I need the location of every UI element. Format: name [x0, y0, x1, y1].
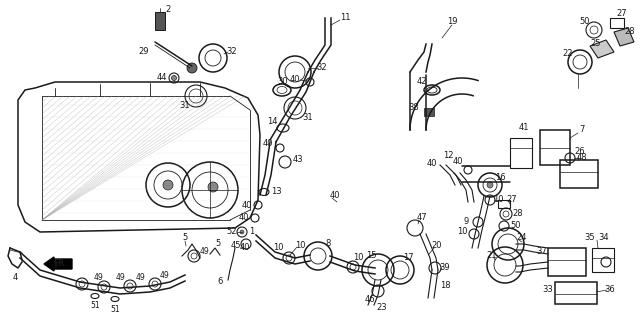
Text: 5: 5: [182, 233, 188, 242]
Circle shape: [187, 63, 197, 73]
Text: 49: 49: [93, 274, 103, 282]
FancyArrow shape: [44, 257, 72, 271]
Text: 24: 24: [516, 233, 527, 242]
Polygon shape: [614, 28, 634, 46]
Bar: [155, 12, 165, 30]
Text: 40: 40: [239, 213, 249, 222]
Circle shape: [487, 182, 493, 188]
Text: 27: 27: [617, 9, 627, 18]
Text: 32: 32: [317, 64, 327, 72]
Text: 48: 48: [577, 154, 588, 163]
Bar: [560, 160, 598, 188]
Text: 26: 26: [575, 148, 586, 157]
Bar: [540, 130, 570, 165]
Text: 27: 27: [507, 196, 517, 204]
Text: 36: 36: [605, 285, 616, 295]
Text: 45: 45: [231, 241, 241, 251]
Text: 15: 15: [365, 251, 376, 260]
Circle shape: [163, 180, 173, 190]
Text: 31: 31: [303, 114, 314, 123]
Text: 40: 40: [242, 201, 252, 209]
Text: 40: 40: [290, 76, 300, 85]
Text: 50: 50: [511, 222, 521, 231]
Text: 40: 40: [263, 139, 273, 149]
Text: 12: 12: [443, 150, 453, 159]
Text: 38: 38: [408, 104, 419, 113]
Circle shape: [240, 230, 244, 234]
Text: 42: 42: [417, 77, 428, 86]
Text: 13: 13: [271, 188, 282, 197]
Text: 40: 40: [452, 158, 463, 167]
Text: 18: 18: [440, 280, 451, 290]
Text: 10: 10: [493, 196, 503, 204]
Text: 21: 21: [487, 251, 497, 261]
Text: 44: 44: [157, 74, 167, 82]
Text: 3: 3: [52, 261, 58, 270]
Text: 49: 49: [200, 247, 210, 256]
Text: 31: 31: [180, 101, 190, 110]
Text: 49: 49: [160, 271, 170, 280]
Text: 49: 49: [115, 274, 125, 282]
Text: 51: 51: [90, 301, 100, 310]
Text: 46: 46: [365, 295, 375, 305]
Text: 50: 50: [580, 17, 590, 27]
Text: 2: 2: [165, 6, 171, 14]
Bar: [610, 18, 624, 28]
Text: 34: 34: [598, 233, 609, 242]
Text: 9: 9: [463, 217, 468, 227]
Text: 17: 17: [403, 252, 413, 261]
Bar: [498, 200, 510, 208]
Circle shape: [172, 76, 177, 80]
Text: 10: 10: [295, 241, 305, 250]
Polygon shape: [590, 40, 614, 58]
Circle shape: [208, 182, 218, 192]
Text: 43: 43: [292, 155, 303, 164]
Text: 14: 14: [267, 118, 277, 126]
Text: 33: 33: [543, 285, 554, 295]
Text: 8: 8: [325, 240, 331, 248]
Text: 6: 6: [218, 277, 223, 286]
Bar: [548, 248, 586, 276]
Text: 47: 47: [417, 213, 428, 222]
Text: 40: 40: [240, 243, 250, 252]
Text: 32: 32: [227, 47, 237, 56]
Text: 5: 5: [216, 238, 221, 247]
Text: 22: 22: [563, 50, 573, 59]
Text: 39: 39: [440, 264, 451, 272]
Text: FR.: FR.: [53, 260, 67, 269]
Text: 35: 35: [585, 233, 595, 242]
Bar: [510, 138, 532, 168]
Text: 52: 52: [227, 227, 237, 236]
Bar: [424, 108, 434, 116]
Text: 28: 28: [625, 27, 636, 37]
Bar: [555, 282, 597, 304]
Text: 7: 7: [579, 125, 585, 134]
Text: 19: 19: [447, 17, 457, 27]
Text: 49: 49: [135, 274, 145, 282]
Text: 16: 16: [495, 173, 506, 183]
Text: 51: 51: [110, 305, 120, 312]
Text: 11: 11: [340, 13, 350, 22]
Text: 25: 25: [591, 40, 601, 48]
Text: 10: 10: [457, 227, 467, 236]
Text: 10: 10: [273, 243, 284, 252]
Text: 40: 40: [330, 192, 340, 201]
Text: 41: 41: [519, 124, 529, 133]
Text: 29: 29: [139, 47, 149, 56]
Text: 10: 10: [353, 252, 364, 261]
Text: 1: 1: [250, 227, 255, 236]
Text: 37: 37: [536, 247, 547, 256]
Text: 28: 28: [513, 209, 524, 218]
Text: 30: 30: [278, 77, 288, 86]
Text: 20: 20: [432, 241, 442, 251]
Text: 4: 4: [12, 274, 18, 282]
Text: 23: 23: [377, 304, 387, 312]
Text: 40: 40: [427, 158, 437, 168]
